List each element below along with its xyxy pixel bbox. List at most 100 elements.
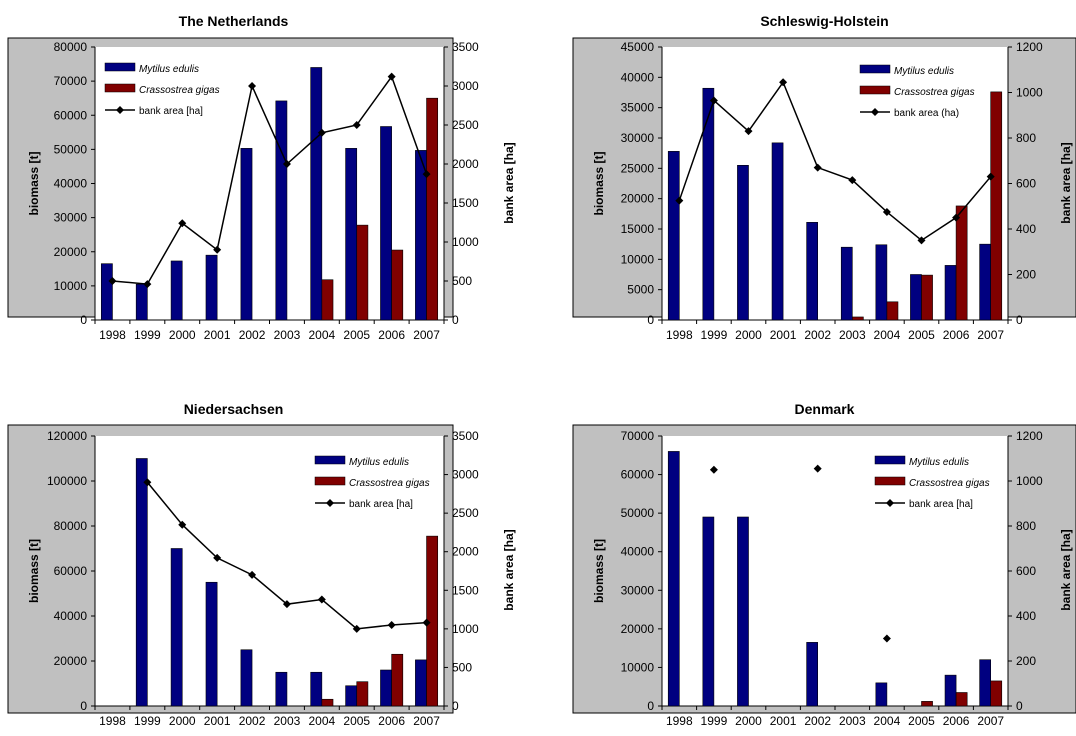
y2-tick-label: 1200 [1016, 40, 1043, 54]
bar [345, 685, 358, 707]
point [709, 96, 718, 105]
y-tick-label: 45000 [621, 40, 655, 54]
y2-tick-label: 0 [452, 699, 459, 713]
y-axis-title: biomass [t] [592, 151, 606, 215]
legend: Mytilus edulis Crassostrea gigas bank area… [314, 455, 430, 510]
x-tick-label: 2005 [908, 328, 935, 342]
x-tick-label: 1999 [701, 714, 728, 728]
bar [990, 91, 1003, 321]
y-tick-label: 0 [80, 313, 87, 327]
bar [310, 671, 323, 707]
legend: Mytilus edulis Crassostrea gigas bank area… [874, 455, 990, 510]
x-tick-label: 2005 [908, 714, 935, 728]
y-tick-label: 30000 [621, 131, 655, 145]
x-tick-label: 1998 [99, 714, 126, 728]
y-tick-label: 80000 [54, 40, 88, 54]
x-tick-label: 2001 [204, 328, 231, 342]
point [248, 82, 257, 90]
y2-tick-label: 400 [1016, 609, 1036, 623]
point [387, 72, 396, 81]
y2-tick-label: 600 [1016, 564, 1036, 578]
point [282, 160, 291, 168]
x-tick-label: 1998 [666, 328, 693, 342]
y-tick-label: 25000 [621, 161, 655, 175]
point [143, 280, 152, 289]
bar [356, 681, 369, 707]
y2-tick-label: 1500 [452, 583, 479, 597]
bar [391, 653, 404, 707]
point [213, 553, 222, 562]
x-tick-label: 1998 [99, 328, 126, 342]
bar [100, 263, 113, 321]
y2-tick-label: 400 [1016, 222, 1036, 236]
legend-swatch [859, 64, 891, 74]
y-tick-label: 35000 [621, 101, 655, 115]
bar [921, 701, 933, 707]
bar [170, 260, 183, 321]
x-tick-label: 1999 [134, 328, 161, 342]
x-tick-label: 1999 [134, 714, 161, 728]
y-tick-label: 40000 [54, 609, 88, 623]
chart-0: The Netherlands0100002000030000400005000… [7, 13, 516, 342]
legend-label: Crassostrea gigas [349, 478, 430, 489]
point [248, 570, 257, 579]
x-tick-label: 2001 [770, 714, 797, 728]
legend-swatch [874, 455, 906, 465]
y-tick-label: 40000 [54, 177, 88, 191]
y-tick-label: 50000 [621, 506, 655, 520]
y-axis-title: biomass [t] [27, 539, 41, 603]
y-tick-label: 5000 [627, 283, 654, 297]
legend-marker [116, 106, 124, 114]
legend-swatch [104, 83, 136, 93]
chart-title: Schleswig-Holstein [760, 13, 888, 29]
bar [737, 516, 749, 707]
legend: Mytilus edulis Crassostrea gigas bank area… [104, 62, 220, 117]
point [108, 277, 117, 285]
y-tick-label: 30000 [54, 211, 88, 225]
y2-tick-label: 500 [452, 274, 472, 288]
x-tick-label: 2002 [239, 328, 266, 342]
legend-label: Mytilus edulis [139, 64, 199, 75]
y2-tick-label: 800 [1016, 519, 1036, 533]
bar [321, 698, 334, 707]
legend-label: Crassostrea gigas [909, 478, 990, 489]
x-tick-label: 2002 [804, 328, 831, 342]
y-tick-label: 15000 [621, 222, 655, 236]
x-tick-label: 2006 [943, 328, 970, 342]
legend-marker [886, 499, 894, 507]
point [779, 78, 788, 87]
bar [944, 674, 957, 707]
y2-axis-title: bank area [ha] [502, 529, 516, 610]
y2-axis-title: bank area [ha] [1059, 142, 1073, 223]
x-tick-label: 2005 [343, 328, 370, 342]
bar [170, 548, 183, 707]
legend-swatch [314, 476, 346, 486]
point [813, 163, 822, 172]
y-tick-label: 100000 [47, 474, 87, 488]
x-tick-label: 2001 [204, 714, 231, 728]
legend-swatch [874, 476, 906, 486]
y2-tick-label: 1200 [1016, 429, 1043, 443]
legend-label: bank area (ha) [894, 108, 959, 119]
x-tick-label: 2000 [169, 714, 196, 728]
x-tick-label: 2007 [977, 328, 1004, 342]
y2-tick-label: 1000 [1016, 474, 1043, 488]
x-tick-label: 2004 [874, 714, 901, 728]
y2-tick-label: 200 [1016, 268, 1036, 282]
x-tick-label: 2007 [413, 714, 440, 728]
x-tick-label: 2006 [378, 328, 405, 342]
y-tick-label: 50000 [54, 142, 88, 156]
point [813, 464, 822, 473]
point [986, 172, 995, 181]
series-line [112, 75, 428, 285]
legend-swatch [314, 455, 346, 465]
y-tick-label: 40000 [621, 545, 655, 559]
legend-swatch [104, 62, 136, 72]
legend-label: Mytilus edulis [894, 66, 954, 77]
bar [702, 87, 715, 321]
y-tick-label: 0 [647, 699, 654, 713]
y-tick-label: 10000 [621, 660, 655, 674]
bar [135, 458, 148, 707]
bar [702, 516, 715, 707]
x-tick-label: 1998 [666, 714, 693, 728]
